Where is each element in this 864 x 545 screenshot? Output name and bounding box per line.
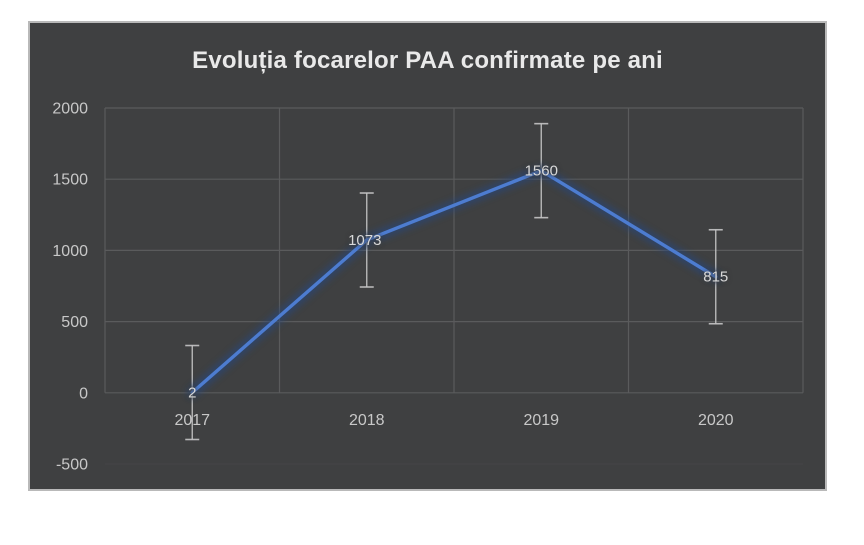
data-point-label: 1073 xyxy=(348,232,381,249)
data-labels-group: 2 1073 1560 815 xyxy=(188,163,728,402)
axis-labels-group: 2000 1500 1000 500 0 -500 2017 2018 2019 2020 xyxy=(52,101,733,474)
y-axis-tick-label: 1500 xyxy=(52,172,88,189)
data-point-label: 2 xyxy=(188,385,196,402)
y-axis-tick-label: 0 xyxy=(79,385,88,402)
gridlines-group xyxy=(104,107,804,465)
y-axis-tick-label: 500 xyxy=(61,314,88,331)
chart-canvas: 2000 1500 1000 500 0 -500 2017 2018 2019 2020 2 10… xyxy=(52,101,804,474)
series-group xyxy=(186,165,722,399)
x-axis-category-label: 2018 xyxy=(349,412,385,429)
x-axis-category-label: 2019 xyxy=(523,412,559,429)
data-point-label: 815 xyxy=(703,269,728,286)
x-axis-category-label: 2020 xyxy=(698,412,734,429)
y-axis-tick-label: -500 xyxy=(56,457,88,474)
y-axis-tick-label: 2000 xyxy=(52,101,88,118)
x-axis-category-label: 2017 xyxy=(174,412,210,429)
y-axis-tick-label: 1000 xyxy=(52,243,88,260)
chart-title: Evoluția focarelor PAA confirmate pe ani xyxy=(192,47,663,74)
series-line xyxy=(190,168,718,395)
data-point-label: 1560 xyxy=(525,163,558,180)
chart-area: Evoluția focarelor PAA confirmate pe ani… xyxy=(30,23,825,489)
